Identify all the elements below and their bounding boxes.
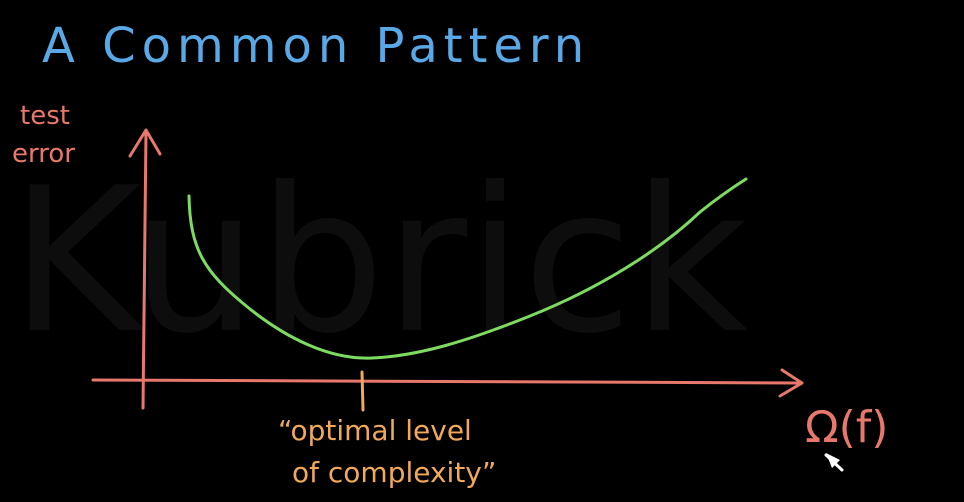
- x-axis-arrowhead: [778, 368, 804, 398]
- tick-annotation-line2: of complexity”: [292, 456, 496, 489]
- x-axis-label: Ω(f): [805, 402, 888, 453]
- tick-annotation-line1: “optimal level: [278, 414, 472, 447]
- mouse-pointer-icon: [824, 453, 844, 472]
- y-axis-label-line1: test: [20, 101, 70, 131]
- x-axis-line: [91, 378, 802, 385]
- y-axis-label-line2: error: [12, 139, 75, 169]
- title: A Common Pattern: [42, 18, 590, 74]
- y-axis-arrowhead: [128, 128, 162, 158]
- optimum-tick-mark: [360, 370, 365, 412]
- watermark: Kubrick: [10, 145, 749, 378]
- y-axis-line: [141, 130, 148, 410]
- test-error-curve: [187, 177, 748, 360]
